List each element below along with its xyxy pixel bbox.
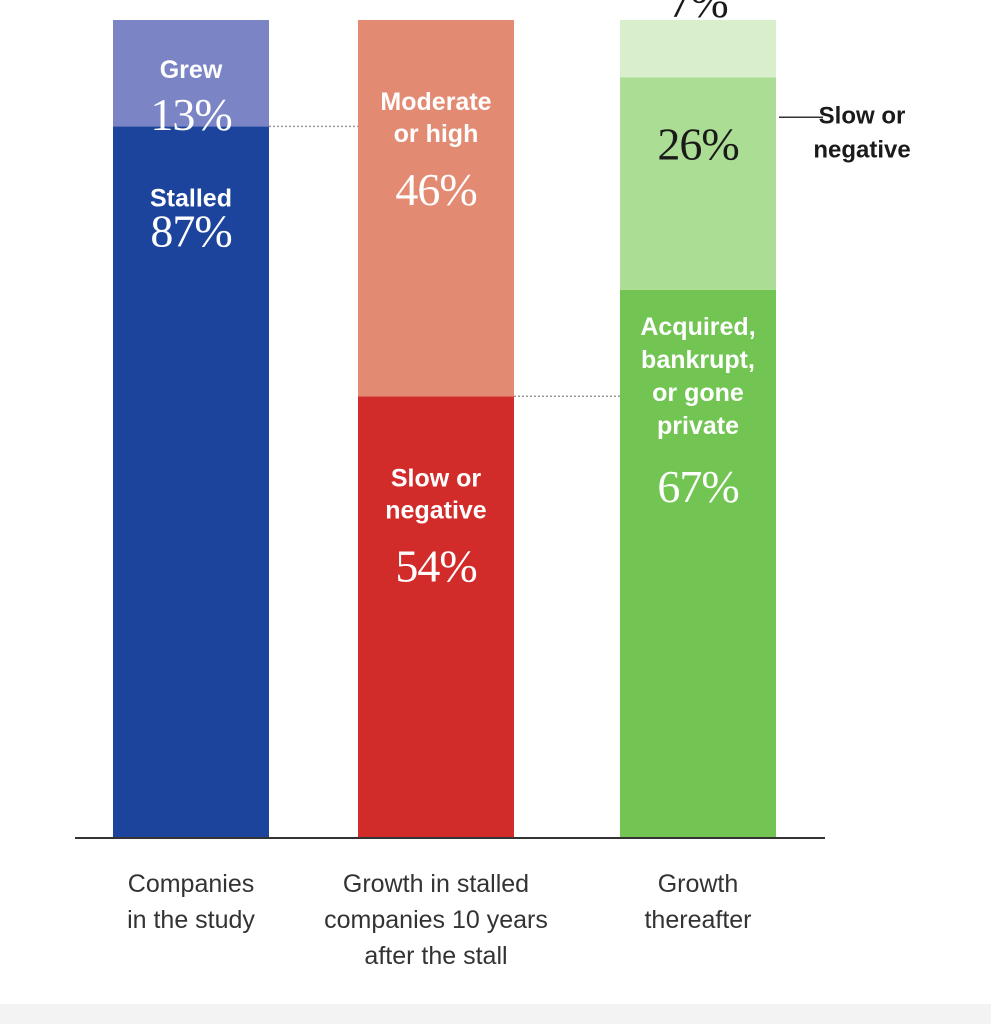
category-label: after the stall: [364, 942, 507, 970]
segment-value: 67%: [657, 461, 738, 512]
segment-label: Grew: [160, 56, 223, 84]
segment-label: Moderate: [380, 88, 491, 116]
bottom-strip: [0, 1004, 991, 1024]
category-label: Growth in stalled: [343, 870, 529, 898]
segment-label: or gone: [652, 379, 744, 407]
category-label: thereafter: [644, 906, 751, 934]
callout-label: negative: [813, 136, 910, 163]
bar-segment: [113, 20, 269, 127]
segment-value: 46%: [395, 164, 476, 215]
segment-value: 7%: [668, 0, 727, 27]
bar-segment: [620, 20, 776, 78]
segment-value: 54%: [395, 540, 476, 591]
bar-segment: [358, 396, 514, 838]
segment-label: Slow or: [391, 464, 482, 492]
segment-value: 87%: [150, 205, 231, 256]
segment-label: negative: [385, 496, 487, 524]
bar-3: Acquired, bankrupt, or gone private 67% 26% Sl…: [620, 0, 911, 838]
category-label: Companies: [128, 870, 254, 898]
category-label: Growth: [658, 870, 739, 898]
segment-value: 13%: [150, 89, 231, 140]
segment-label: or high: [394, 120, 479, 148]
segment-value: 26%: [657, 118, 738, 169]
bar-2: Slow or negative 54% Moderate or high 46%: [358, 20, 514, 838]
callout-label: Slow or: [819, 102, 906, 129]
bar-segment: [620, 289, 776, 838]
segment-label: Acquired,: [640, 313, 755, 341]
segment-label: bankrupt,: [641, 346, 755, 374]
bar-segment: [620, 77, 776, 290]
segment-label: private: [657, 412, 739, 440]
bar-segment: [113, 126, 269, 839]
bar-segment: [358, 20, 514, 397]
category-label: in the study: [127, 906, 255, 934]
category-label: companies 10 years: [324, 906, 548, 934]
segment-label: Stalled: [150, 184, 232, 212]
